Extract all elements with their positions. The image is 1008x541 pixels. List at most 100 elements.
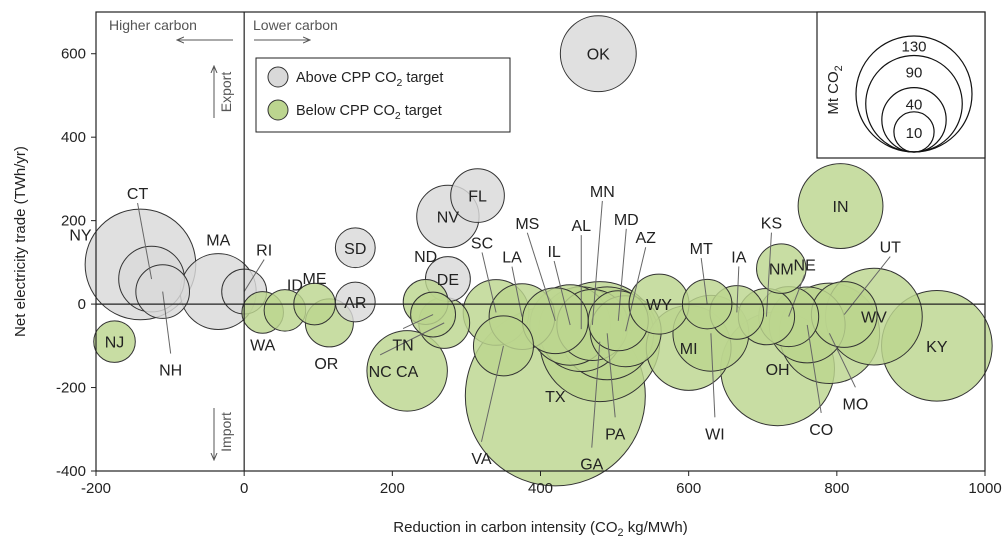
y-tick-label: 600	[61, 46, 86, 63]
x-tick-label: 600	[676, 480, 701, 497]
bubble-sd	[334, 227, 376, 269]
label-fl: FL	[468, 189, 487, 206]
leader-pa	[606, 333, 616, 418]
leader-il	[553, 260, 571, 326]
label-ca: CA	[396, 364, 419, 381]
label-ma: MA	[206, 233, 230, 250]
label-id: ID	[287, 277, 303, 294]
leader-co	[806, 324, 822, 414]
size-legend-title: Mt CO2	[825, 65, 845, 114]
bubble-fl	[450, 168, 505, 223]
bubble-nj	[93, 320, 136, 363]
label-oh: OH	[766, 362, 790, 379]
leader-nc	[379, 322, 445, 356]
size-legend-label-40: 40	[906, 97, 923, 114]
label-tn: TN	[392, 338, 413, 355]
label-wv: WV	[861, 310, 887, 327]
label-tx: TX	[545, 389, 566, 406]
leader-nh	[162, 291, 172, 354]
label-nh: NH	[159, 363, 182, 380]
size-legend-circle-10	[893, 111, 935, 153]
size-legend-box	[816, 11, 986, 159]
leader-ga	[591, 341, 601, 448]
legend-swatch-above	[267, 66, 289, 88]
label-al: AL	[571, 218, 591, 235]
label-nm: NM	[769, 262, 794, 279]
x-tick-label: 400	[528, 480, 553, 497]
bubble-ok	[559, 15, 637, 93]
label-ia: IA	[731, 249, 746, 266]
label-nd: ND	[414, 249, 437, 266]
label-wy: WY	[646, 297, 672, 314]
label-ri: RI	[256, 243, 272, 260]
label-ga: GA	[580, 457, 603, 474]
label-nc: NC	[369, 364, 392, 381]
leader-ms	[526, 232, 556, 321]
label-me: ME	[303, 271, 327, 288]
label-ms: MS	[515, 216, 539, 233]
x-tick-label: 200	[380, 480, 405, 497]
leader-tn	[402, 314, 434, 329]
y-tick-label: -400	[56, 463, 86, 480]
label-la: LA	[502, 250, 522, 267]
label-wa: WA	[250, 337, 276, 354]
leader-lines-layer	[137, 200, 891, 448]
y-tick-label: 400	[61, 129, 86, 146]
annotation-higher-carbon: Higher carbon	[109, 17, 197, 33]
label-ct: CT	[127, 186, 149, 203]
label-nv: NV	[437, 209, 460, 226]
label-md: MD	[614, 212, 639, 229]
label-mt: MT	[690, 241, 713, 258]
leader-ut	[843, 256, 891, 315]
annotation-lower-carbon: Lower carbon	[253, 17, 338, 33]
label-sc: SC	[471, 235, 493, 252]
leader-az	[625, 247, 647, 332]
leader-va	[480, 345, 504, 442]
y-tick-label: 0	[78, 296, 86, 313]
x-tick-label: 800	[824, 480, 849, 497]
label-sd: SD	[344, 241, 366, 258]
leader-la	[511, 266, 523, 317]
label-pa: PA	[605, 426, 625, 443]
x-tick-label: -200	[81, 480, 111, 497]
annotation-export: Export	[218, 72, 234, 113]
label-mn: MN	[590, 184, 615, 201]
label-il: IL	[547, 244, 560, 261]
x-axis-title: Reduction in carbon intensity (CO2 kg/MW…	[393, 519, 687, 539]
label-mo: MO	[843, 396, 869, 413]
label-mi: MI	[680, 341, 698, 358]
label-in: IN	[833, 199, 849, 216]
leader-mo	[828, 333, 856, 388]
label-ok: OK	[587, 47, 610, 64]
leader-ri	[243, 259, 265, 292]
label-ne: NE	[794, 258, 816, 275]
bubble-va	[472, 315, 534, 377]
legend-label-above: Above CPP CO2 target	[296, 70, 443, 89]
bubble-tn	[410, 291, 457, 338]
leader-ia	[736, 266, 740, 313]
axes-layer: -200 0 200 400 600 800 1000-400-2000200400600R…	[12, 11, 1002, 539]
label-ut: UT	[880, 240, 902, 257]
y-tick-label: 200	[61, 213, 86, 230]
label-ny: NY	[69, 227, 92, 244]
color-legend-box	[255, 57, 511, 133]
y-axis-title: Net electricity trade (TWh/yr)	[12, 146, 29, 337]
size-legend-label-10: 10	[906, 125, 923, 142]
bubble-in	[797, 163, 884, 249]
legend-swatch-below	[267, 99, 289, 121]
leader-sc	[481, 252, 497, 313]
label-ky: KY	[926, 339, 948, 356]
label-wi: WI	[705, 426, 725, 443]
leader-wi	[710, 333, 716, 418]
size-legend-label-130: 130	[901, 39, 926, 56]
label-ks: KS	[761, 216, 782, 233]
bubble-ar	[334, 281, 376, 323]
legend-layer: Above CPP CO2 target Below CPP CO2 target…	[255, 11, 986, 159]
bubble-nh	[135, 264, 191, 319]
label-az: AZ	[635, 230, 656, 247]
leader-ct	[137, 202, 153, 280]
annotation-import: Import	[218, 412, 234, 452]
y-tick-label: -200	[56, 380, 86, 397]
